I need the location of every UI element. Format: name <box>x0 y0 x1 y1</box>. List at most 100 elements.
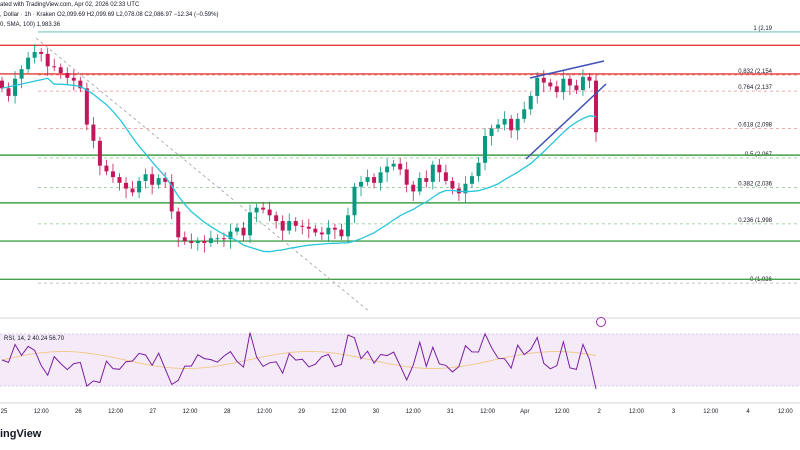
x-axis-tick-label: 30 <box>373 409 380 415</box>
candle-body <box>496 124 501 129</box>
candle-body <box>522 109 527 119</box>
x-axis-tick-label: 12:00 <box>34 409 50 415</box>
candle-body <box>287 221 292 231</box>
candle-body <box>104 165 109 172</box>
x-axis-tick-label: 12:00 <box>703 409 719 415</box>
x-axis-tick-label: 31 <box>447 409 454 415</box>
candle-body <box>189 241 194 243</box>
candle-body <box>319 232 324 235</box>
candle-body <box>208 238 213 243</box>
x-axis-tick-label: 12:00 <box>778 409 794 415</box>
candle-body <box>195 241 200 243</box>
fib-level-label: 1 (2,19 <box>753 26 772 32</box>
candle-body <box>417 178 422 192</box>
candle-body <box>365 177 370 182</box>
candle-body <box>58 67 63 74</box>
candle-body <box>130 188 135 193</box>
x-axis-tick-label: 12:00 <box>629 409 645 415</box>
x-axis-tick-label: 12:00 <box>406 409 422 415</box>
candle-body <box>45 53 50 67</box>
candle-body <box>528 95 533 110</box>
candle-body <box>306 226 311 229</box>
candle-body <box>32 51 37 58</box>
fib-level-label: 0.832 (2,154 <box>738 69 772 75</box>
x-axis-tick-label: 3 <box>672 409 676 415</box>
fib-level-label: 0.764 (2,137 <box>738 85 772 91</box>
candle-body <box>91 124 96 141</box>
candle-body <box>443 172 448 181</box>
candle-body <box>567 78 572 86</box>
candle-body <box>6 88 11 96</box>
candle-body <box>430 164 435 182</box>
candle-body <box>548 82 553 87</box>
x-axis-tick-label: 27 <box>149 409 156 415</box>
candle-body <box>97 140 102 166</box>
candle-body <box>274 215 279 222</box>
x-axis-tick-label: 12:00 <box>480 409 496 415</box>
candle-body <box>150 174 155 185</box>
candle-body <box>78 80 83 89</box>
x-axis-tick-label: 28 <box>224 409 231 415</box>
candle-body <box>437 164 442 173</box>
candle-body <box>261 207 266 210</box>
candle-body <box>372 177 377 183</box>
x-axis-tick-label: 29 <box>298 409 305 415</box>
candle-body <box>221 238 226 240</box>
candle-body <box>254 207 259 213</box>
candle-body <box>509 118 514 131</box>
candle-body <box>535 77 540 96</box>
wedge-lower-trendline <box>525 83 607 160</box>
candle-body <box>300 225 305 227</box>
candle-body <box>39 51 44 54</box>
fib-level-label: 0 (1,936 <box>750 277 773 283</box>
candle-body <box>267 209 272 216</box>
candle-body <box>352 186 357 216</box>
candle-body <box>228 231 233 240</box>
candle-body <box>313 228 318 233</box>
candle-body <box>476 162 481 177</box>
x-axis-tick-label: Apr <box>520 409 529 415</box>
candle-body <box>404 169 409 185</box>
x-axis-tick-label: 25 <box>1 409 8 415</box>
candle-body <box>594 80 598 133</box>
candle-body <box>234 227 239 232</box>
candle-body <box>202 241 207 243</box>
candle-body <box>345 215 350 237</box>
candle-body <box>385 166 390 173</box>
candle-body <box>541 77 546 83</box>
x-axis-tick-label: 12:00 <box>257 409 273 415</box>
candle-body <box>489 128 494 137</box>
rsi-legend: RSI, 14, 2 40.24 56.70 <box>4 336 65 342</box>
fib-level-label: 0.618 (2,098 <box>738 122 772 128</box>
symbol-ohlc-legend: , Dollar · 1h · Kraken O2,099.69 H2,099.… <box>0 12 219 18</box>
candle-body <box>424 178 429 182</box>
rsi-line <box>1 332 597 390</box>
candle-body <box>182 237 187 242</box>
chart-title: ated with TradingView.com, Apr 02, 2026 … <box>0 2 140 8</box>
candle-body <box>391 163 396 167</box>
candle-body <box>554 86 559 93</box>
rsi-band <box>0 334 800 386</box>
candle-body <box>84 88 89 125</box>
candle-body <box>398 163 403 170</box>
fib-level-label: 0.236 (1,998 <box>738 218 772 224</box>
alert-icon <box>596 317 606 327</box>
candle-body <box>169 181 174 212</box>
candle-body <box>143 174 148 181</box>
candle-body <box>26 57 31 70</box>
candle-body <box>574 85 579 91</box>
candle-body <box>580 76 585 91</box>
candle-body <box>359 181 364 187</box>
candle-body <box>561 78 566 93</box>
candle-body <box>52 66 57 68</box>
candle-body <box>163 178 168 182</box>
x-axis-tick-label: 12:00 <box>182 409 198 415</box>
x-axis-tick-label: 4 <box>746 409 750 415</box>
candle-body <box>19 69 24 79</box>
candle-body <box>0 80 4 89</box>
candle-body <box>293 221 298 226</box>
sma-legend: 0, SMA, 100) 1,983.36 <box>0 22 61 28</box>
candle-body <box>469 176 474 184</box>
x-axis-tick-label: 26 <box>75 409 82 415</box>
